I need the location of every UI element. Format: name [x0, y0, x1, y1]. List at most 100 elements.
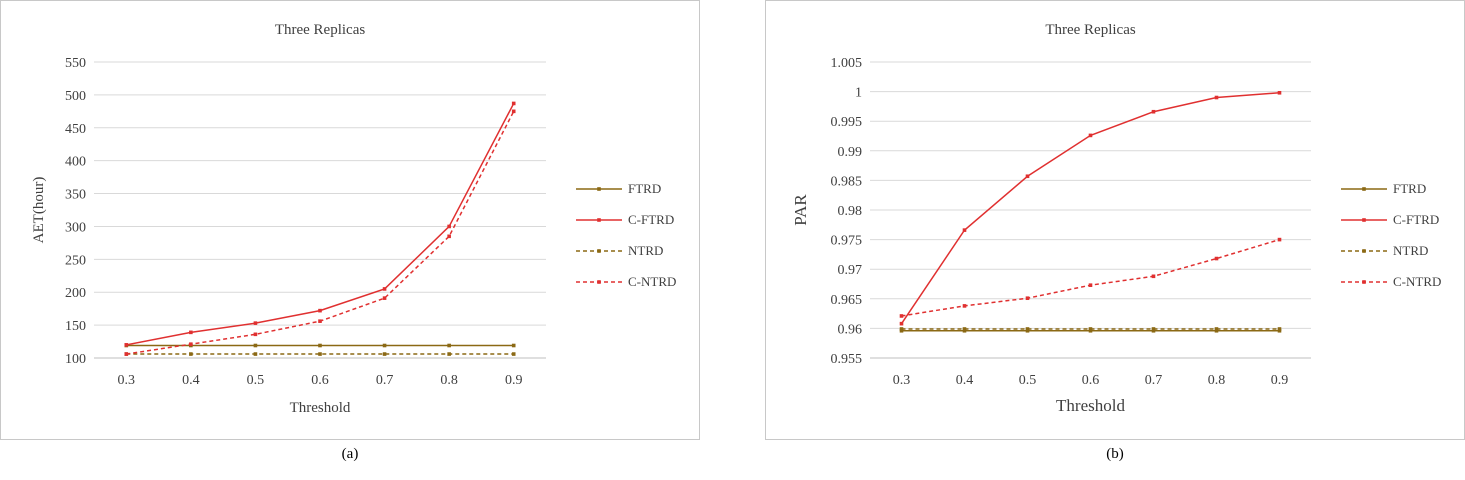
- chart-a-legend-label-c-ftrd: C-FTRD: [628, 212, 674, 227]
- chart-b-y-tick-label: 0.965: [831, 293, 863, 308]
- chart-a-series-c-ftrd-point: [447, 224, 451, 229]
- chart-b-y-tick-label: 0.96: [838, 322, 863, 337]
- chart-b-legend-label-c-ftrd: C-FTRD: [1393, 212, 1439, 227]
- chart-b-series-c-ftrd-point: [1025, 174, 1030, 179]
- chart-b-title: Three Replicas: [1045, 22, 1136, 38]
- chart-a-x-tick-label: 0.3: [118, 373, 136, 388]
- chart-a-series-c-ntrd-point: [189, 342, 193, 346]
- chart-b-y-tick-label: 0.985: [831, 174, 863, 189]
- chart-b-series-c-ftrd-point: [1277, 90, 1282, 95]
- chart-a-legend-label-ntrd: NTRD: [628, 243, 663, 258]
- chart-a-x-tick-label: 0.6: [311, 373, 329, 388]
- chart-a-series-c-ftrd-point: [124, 343, 129, 347]
- chart-a-series-ftrd-point: [253, 343, 258, 348]
- chart-b-series-ntrd-point: [1088, 327, 1093, 331]
- chart-b-x-tick-label: 0.8: [1208, 373, 1226, 388]
- chart-a-y-tick-label: 450: [65, 122, 86, 137]
- chart-b-legend-marker-ntrd: [1362, 249, 1366, 253]
- chart-a-x-tick-label: 0.7: [376, 373, 394, 388]
- chart-b-svg: Three Replicas 0.955 0.96 0.965 0.97 0.975 0.9…: [791, 22, 1441, 415]
- chart-b-series-c-ntrd-point: [1088, 283, 1093, 287]
- chart-a-y-tick-label: 200: [65, 286, 86, 301]
- chart-a-legend-marker-ntrd: [597, 249, 601, 253]
- chart-a-y-tick-label: 100: [65, 352, 86, 367]
- chart-a-series-ftrd-point: [511, 343, 516, 348]
- chart-a-legend-marker-ftrd: [597, 187, 601, 191]
- chart-b-y-tick-label: 0.995: [831, 115, 863, 130]
- chart-a-series-c-ftrd-point: [318, 308, 322, 313]
- chart-b-series-ntrd-point: [1214, 327, 1219, 331]
- chart-b-series-c-ftrd-point: [1088, 133, 1093, 138]
- chart-b-series-ntrd-point: [899, 327, 904, 331]
- chart-b-series-c-ftrd-point: [1151, 109, 1156, 114]
- chart-b-x-tick-label: 0.6: [1082, 373, 1100, 388]
- chart-a-series-c-ftrd-line: [126, 103, 515, 346]
- chart-b-x-tick-label: 0.5: [1019, 373, 1037, 388]
- chart-a-series-ntrd-point: [189, 352, 193, 356]
- chart-b-y-tick-label: 1: [855, 86, 862, 101]
- chart-b-y-tick-label: 0.975: [831, 234, 863, 249]
- chart-a-y-tick-label: 550: [65, 56, 86, 71]
- chart-a-series-c-ntrd-point: [124, 352, 129, 356]
- chart-a-title: Three Replicas: [275, 22, 366, 38]
- chart-b-y-tick-label: 0.98: [838, 204, 863, 219]
- chart-b-series-c-ntrd-point: [1214, 256, 1219, 261]
- chart-a-legend-label-c-ntrd: C-NTRD: [628, 274, 676, 289]
- chart-b-x-tick-label: 0.4: [956, 373, 974, 388]
- chart-b-y-tick-label: 0.97: [838, 263, 863, 278]
- chart-b-series-ntrd-point: [1277, 327, 1282, 331]
- chart-b-series-c-ntrd-point: [899, 314, 904, 318]
- chart-b-series-ntrd-point: [962, 327, 967, 331]
- chart-b-legend-label-c-ntrd: C-NTRD: [1393, 274, 1441, 289]
- chart-a-legend-marker-c-ftrd: [597, 218, 601, 222]
- chart-a-series-c-ftrd-point: [253, 321, 258, 325]
- chart-b-series-c-ftrd-point: [1214, 95, 1219, 100]
- chart-b-legend-label-ftrd: FTRD: [1393, 181, 1426, 196]
- chart-a-x-tick-label: 0.5: [247, 373, 265, 388]
- chart-a-legend-label-ftrd: FTRD: [628, 181, 661, 196]
- chart-b-series-c-ntrd-point: [1277, 237, 1282, 242]
- chart-b-legend-marker-c-ntrd: [1362, 280, 1366, 284]
- chart-a-series-ntrd-point: [447, 352, 451, 356]
- chart-b-series-c-ntrd-line: [901, 238, 1280, 317]
- chart-a-series-c-ftrd-point: [382, 287, 387, 291]
- chart-b-series-ntrd-point: [1025, 327, 1030, 331]
- chart-b-series-c-ftrd-point: [899, 321, 904, 326]
- chart-a-series-c-ntrd-line: [126, 110, 515, 355]
- chart-a-x-axis-label: Threshold: [290, 400, 351, 416]
- chart-a-series-ftrd-point: [447, 343, 451, 348]
- chart-a-y-tick-label: 250: [65, 253, 86, 268]
- chart-b-legend-marker-ftrd: [1362, 187, 1366, 191]
- chart-a-y-tick-label: 150: [65, 319, 86, 334]
- chart-a-series-c-ntrd-point: [253, 332, 258, 337]
- chart-b-x-axis-label: Threshold: [1056, 396, 1125, 415]
- caption-a: (a): [341, 446, 359, 462]
- chart-a-series-c-ftrd-point: [511, 101, 516, 106]
- chart-a-series-ntrd-point: [511, 352, 516, 356]
- chart-a-series-c-ntrd-point: [318, 319, 322, 323]
- chart-b-series-c-ntrd-point: [962, 304, 967, 308]
- chart-b-y-tick-label: 1.005: [831, 56, 863, 71]
- caption-b: (b): [1106, 446, 1124, 462]
- chart-a-series-c-ntrd-point: [511, 109, 516, 114]
- chart-b-x-tick-label: 0.9: [1271, 373, 1289, 388]
- chart-a-legend-marker-c-ntrd: [597, 280, 601, 284]
- chart-panel-a: Three Replicas 100 150 200 250 300 350 400 450 50…: [0, 0, 700, 440]
- chart-b-legend-label-ntrd: NTRD: [1393, 243, 1428, 258]
- chart-b-series-c-ntrd-point: [1025, 296, 1030, 301]
- chart-a-series-ftrd-point: [318, 343, 322, 348]
- chart-a-y-tick-label: 500: [65, 89, 86, 104]
- chart-a-x-tick-label: 0.9: [505, 373, 523, 388]
- chart-panel-b: Three Replicas 0.955 0.96 0.965 0.97 0.975 0.9…: [765, 0, 1465, 440]
- chart-b-x-tick-label: 0.3: [893, 373, 911, 388]
- chart-a-series-c-ftrd-point: [189, 330, 193, 335]
- chart-a-series-c-ntrd-point: [382, 296, 387, 300]
- chart-b-y-tick-label: 0.99: [838, 145, 863, 160]
- chart-b-y-axis-label: PAR: [791, 194, 810, 226]
- chart-b-x-tick-label: 0.7: [1145, 373, 1163, 388]
- chart-b-series-ntrd-point: [1151, 327, 1156, 331]
- chart-a-y-axis-label: AET(hour): [31, 177, 47, 244]
- chart-a-y-tick-label: 300: [65, 220, 86, 235]
- chart-a-y-tick-label: 400: [65, 155, 86, 170]
- chart-a-svg: Three Replicas 100 150 200 250 300 350 400 450 50…: [31, 22, 676, 416]
